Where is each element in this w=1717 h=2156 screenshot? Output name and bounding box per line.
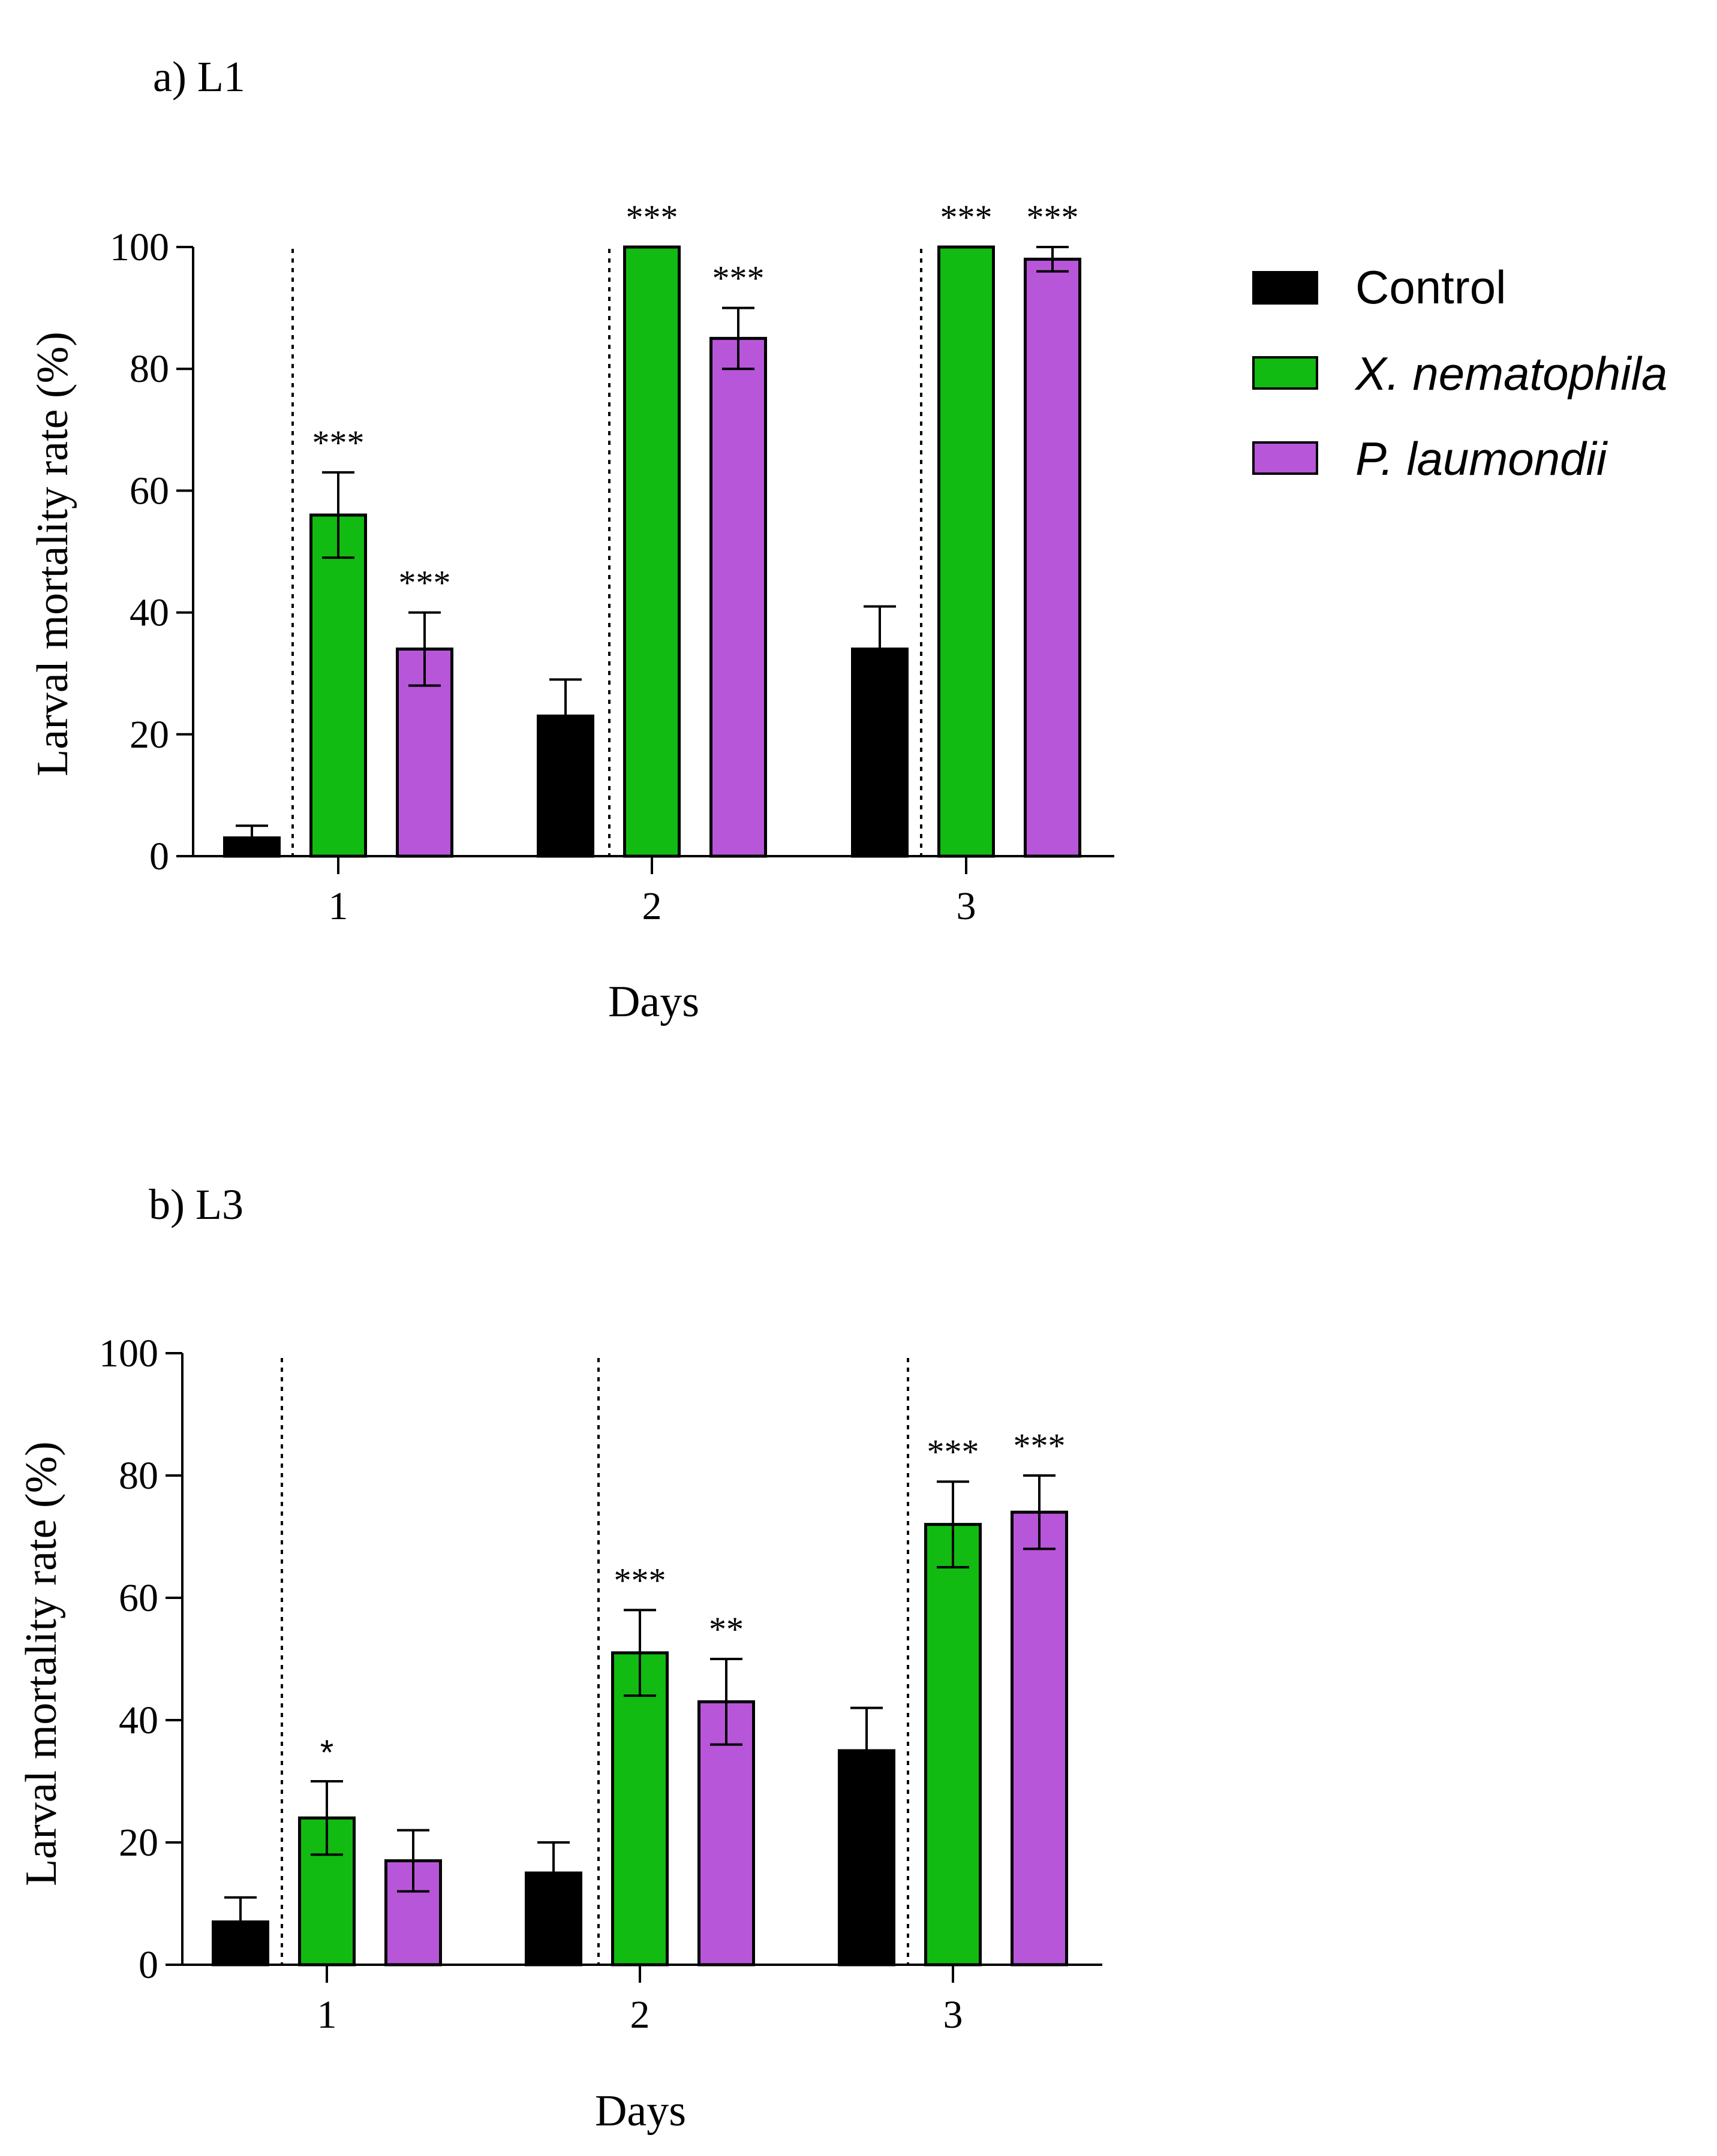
legend-swatch-x-nematophila: [1252, 356, 1318, 390]
panel-a-control-day3-bar: [851, 648, 909, 858]
panel-a-x-nematophila-day2-bar: [623, 245, 681, 858]
panel-a-chart: a) L1 Larval mortality rate (%) Days 0 20…: [28, 53, 1114, 1026]
legend-item-control: Control: [1252, 261, 1506, 314]
panel-b-y-tick-label-40: 40: [119, 1699, 158, 1742]
panel-b-p-laumondii-day2-significance: **: [709, 1610, 744, 1649]
panel-b-chart: b) L3 Larval mortality rate (%) Days 0 20…: [17, 1181, 1102, 2136]
panel-b-control-day2-bar: [525, 1871, 582, 1967]
panel-a-p-laumondii-day3-significance: ***: [1027, 198, 1079, 237]
legend: Control X. nematophila P. laumondii: [1252, 261, 1667, 485]
panel-a-x-nematophila-day2-significance: ***: [626, 198, 678, 237]
panel-b-control-day3-bar: [838, 1749, 895, 1967]
panel-b-y-tick-label-60: 60: [119, 1576, 158, 1620]
panel-a-x-tick-label-3: 3: [957, 884, 976, 928]
panel-a-p-laumondii-day2-significance: ***: [712, 259, 765, 298]
panel-b-x-nematophila-day3-bar: [924, 1523, 982, 1967]
panel-b-p-laumondii-day3-significance: ***: [1014, 1426, 1066, 1465]
panel-a-y-tick-label-60: 60: [130, 469, 169, 513]
panel-b-x-tick-label-3: 3: [943, 1993, 963, 2037]
panel-b-y-tick-label-0: 0: [139, 1943, 158, 1987]
panel-b-x-nematophila-day2-bar: [611, 1651, 669, 1967]
panel-a-control-day1-bar: [223, 836, 281, 858]
panel-a-title: a) L1: [153, 53, 245, 101]
panel-b-title: b) L3: [149, 1181, 243, 1228]
panel-a-y-axis-title: Larval mortality rate (%): [28, 332, 77, 776]
legend-label-p-laumondii: P. laumondii: [1355, 432, 1608, 485]
panel-a-x-tick-label-2: 2: [642, 884, 662, 928]
panel-a-p-laumondii-day1-significance: ***: [399, 564, 451, 603]
panel-b-control-day1-bar: [212, 1920, 269, 1967]
legend-label-x-nematophila: X. nematophila: [1354, 347, 1667, 400]
panel-b-y-axis-title: Larval mortality rate (%): [17, 1441, 66, 1886]
panel-b-x-nematophila-day3-significance: ***: [927, 1432, 979, 1471]
panel-b-p-laumondii-day3-bar: [1011, 1510, 1068, 1967]
legend-item-x-nematophila: X. nematophila: [1252, 347, 1667, 400]
panel-a-control-day2-bar: [537, 714, 594, 858]
panel-a-x-nematophila-day1-significance: ***: [312, 423, 365, 462]
panel-b-x-tick-label-1: 1: [317, 1993, 337, 2037]
panel-a-y-tick-label-0: 0: [149, 835, 169, 878]
panel-b-x-axis-title: Days: [595, 2086, 686, 2136]
legend-item-p-laumondii: P. laumondii: [1252, 432, 1608, 485]
panel-a-x-nematophila-day3-significance: ***: [940, 198, 993, 237]
panel-a-x-nematophila-day3-bar: [937, 245, 995, 858]
legend-swatch-control: [1252, 271, 1318, 305]
panel-a-x-tick-label-1: 1: [329, 884, 348, 928]
panel-b-y-tick-label-20: 20: [119, 1821, 158, 1865]
panel-a-y-tick-label-40: 40: [130, 591, 169, 635]
panel-b-x-tick-label-2: 2: [630, 1993, 650, 2037]
legend-swatch-p-laumondii: [1252, 441, 1318, 475]
panel-a-p-laumondii-day2-bar: [709, 336, 767, 858]
panel-b-y-tick-label-100: 100: [99, 1332, 158, 1375]
panel-a-y-tick-label-20: 20: [130, 713, 169, 757]
panel-a-y-tick-label-80: 80: [130, 347, 169, 391]
panel-a-p-laumondii-day3-bar: [1024, 257, 1081, 858]
panel-b-x-nematophila-day2-significance: ***: [614, 1561, 666, 1600]
panel-a-y-tick-label-100: 100: [110, 225, 169, 269]
panel-b-y-tick-label-80: 80: [119, 1454, 158, 1498]
panel-b-x-nematophila-day1-significance: *: [320, 1733, 334, 1772]
panel-a-x-axis-title: Days: [608, 977, 699, 1026]
panel-a-x-nematophila-day1-bar: [309, 513, 367, 858]
legend-label-control: Control: [1355, 261, 1506, 314]
